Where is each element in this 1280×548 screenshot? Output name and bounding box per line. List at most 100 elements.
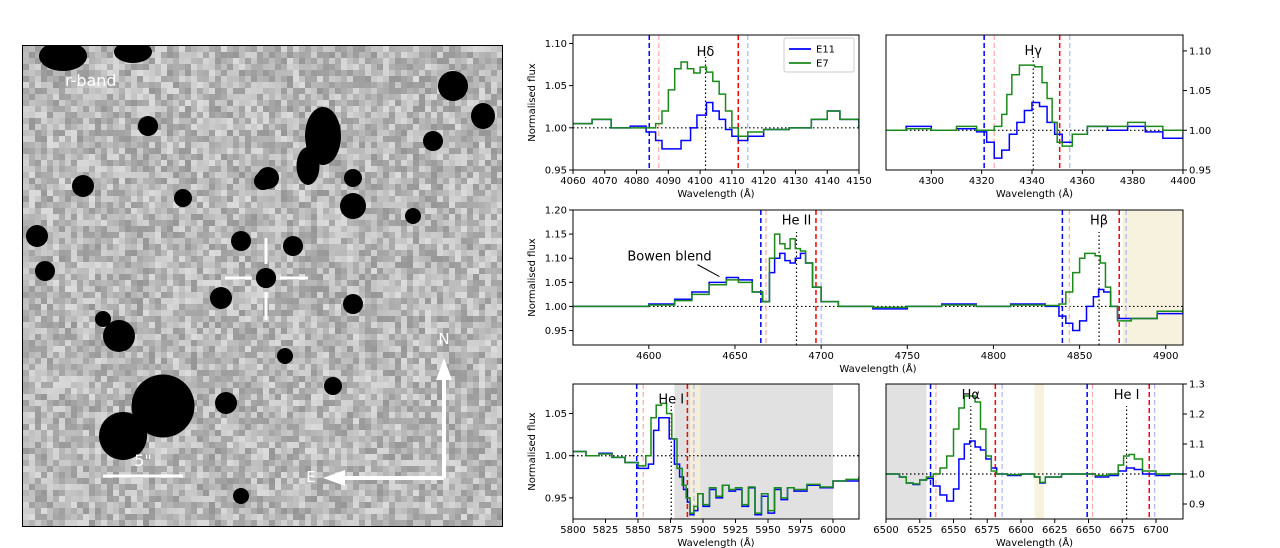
ytick-label-hei-5876-1.05: 1.05	[545, 409, 567, 420]
frame-hdelta	[572, 34, 860, 171]
ytick-label-hdelta-1.05: 1.05	[545, 81, 567, 92]
spectrum-E7-hgamma	[886, 64, 1183, 147]
ytick-label-heii-hbeta-1.00: 1.00	[545, 302, 567, 313]
xtick-label-heii-hbeta-4700: 4700	[808, 351, 833, 362]
plot-area-hdelta	[573, 35, 859, 170]
ytick-label-halpha-hei-6678-1.0: 1.0	[1189, 470, 1205, 481]
shade-region-1	[690, 384, 701, 519]
plot-area-halpha-hei-6678	[886, 384, 1183, 519]
line-label-heii-hbeta-1: Hβ	[1090, 213, 1108, 228]
ytick-label-hgamma-0.95: 0.95	[1189, 166, 1211, 177]
xtick-label-halpha-hei-6678-6525: 6525	[907, 525, 932, 536]
spectrum-E11-heii-hbeta	[573, 252, 1183, 332]
panel-halpha-hei-6678: 6500 6525 6550 6575 6600 6625 6650 6675 6700 Wave…	[873, 380, 1205, 548]
spectrum-E11-halpha-hei-6678	[886, 440, 1183, 502]
ytick-label-hdelta-1.10: 1.10	[545, 39, 567, 50]
xtick-label-halpha-hei-6678-6625: 6625	[1042, 525, 1067, 536]
ytick-label-heii-hbeta-1.20: 1.20	[545, 206, 567, 217]
xtick-label-heii-hbeta-4800: 4800	[981, 351, 1006, 362]
line-label-hgamma-0: Hγ	[1025, 44, 1043, 59]
star-22	[131, 374, 195, 438]
east-arrow-head	[323, 470, 345, 486]
line-label-hdelta-0: Hδ	[697, 45, 715, 60]
xtick-label-halpha-hei-6678-6700: 6700	[1143, 525, 1168, 536]
star-2	[438, 71, 468, 101]
xtick-label-halpha-hei-6678-6600: 6600	[1008, 525, 1033, 536]
shade-region-0	[886, 384, 927, 519]
star-6	[138, 116, 158, 136]
ytick-label-hei-5876-0.95: 0.95	[545, 493, 567, 504]
star-8	[423, 131, 443, 151]
star-10	[340, 193, 366, 219]
ytick-label-hgamma-1.10: 1.10	[1189, 46, 1211, 57]
xtick-label-hei-5876-5925: 5925	[723, 525, 748, 536]
spectrum-E7-heii-hbeta	[573, 233, 1183, 322]
ytick-label-heii-hbeta-1.10: 1.10	[545, 254, 567, 265]
frame-heii-hbeta	[572, 209, 1184, 346]
xtick-label-hdelta-4070: 4070	[592, 176, 617, 187]
star-29	[405, 208, 421, 224]
star-23	[99, 412, 147, 460]
line-label-halpha-hei-6678-1: He I	[1114, 388, 1140, 403]
spectrum-E11-hei-5876	[573, 417, 859, 516]
east-label: E	[306, 468, 315, 486]
ytick-label-hgamma-1.00: 1.00	[1189, 126, 1211, 137]
star-1	[114, 46, 152, 63]
xtick-label-halpha-hei-6678-6500: 6500	[873, 525, 898, 536]
scale-label: 5"	[134, 451, 152, 470]
xlabel-heii-hbeta: Wavelength (Å)	[839, 362, 916, 375]
shade-region-1	[1034, 384, 1044, 519]
ytick-label-heii-hbeta-1.05: 1.05	[545, 278, 567, 289]
star-14	[72, 175, 94, 197]
shade-region-0	[1122, 210, 1183, 345]
xtick-label-hei-5876-5825: 5825	[593, 525, 618, 536]
ytick-label-hdelta-1.00: 1.00	[545, 123, 567, 134]
ytick-label-hdelta-0.95: 0.95	[545, 166, 567, 177]
ylabel-hdelta: Normalised flux	[527, 63, 538, 141]
line-label-hei-5876-0: He I	[658, 392, 684, 407]
xtick-label-hei-5876-5800: 5800	[560, 525, 585, 536]
ytick-label-heii-hbeta-1.15: 1.15	[545, 230, 567, 241]
star-26	[233, 488, 249, 504]
line-label-halpha-hei-6678-0: Hα	[962, 388, 980, 403]
xtick-label-hdelta-4100: 4100	[687, 176, 712, 187]
legend-label-E11: E11	[816, 45, 835, 56]
spectrum-E11-hdelta	[573, 101, 859, 150]
star-3	[471, 103, 495, 129]
north-arrow-head	[436, 358, 452, 380]
xtick-label-heii-hbeta-4900: 4900	[1153, 351, 1178, 362]
north-label: N	[438, 330, 449, 348]
ytick-label-hei-5876-1.00: 1.00	[545, 451, 567, 462]
star-28	[95, 311, 111, 327]
shade-region-0	[674, 384, 833, 519]
plot-area-heii-hbeta	[573, 210, 1183, 345]
plot-area-hgamma	[886, 35, 1183, 170]
xtick-label-hdelta-4080: 4080	[624, 176, 649, 187]
star-20	[103, 320, 135, 352]
xtick-label-hgamma-4360: 4360	[1070, 176, 1095, 187]
xlabel-hdelta: Wavelength (Å)	[677, 187, 754, 200]
xlabel-halpha-hei-6678: Wavelength (Å)	[996, 536, 1073, 548]
xtick-label-hdelta-4110: 4110	[719, 176, 744, 187]
ytick-label-halpha-hei-6678-0.9: 0.9	[1189, 500, 1205, 511]
xtick-label-hgamma-4320: 4320	[969, 176, 994, 187]
xtick-label-heii-hbeta-4750: 4750	[895, 351, 920, 362]
spectrum-E7-hdelta	[573, 61, 859, 137]
annotation-bowen-blend: Bowen blend	[627, 250, 711, 265]
annotation-arrow	[697, 264, 720, 277]
legend-label-E7: E7	[816, 59, 829, 70]
xtick-label-hei-5876-5875: 5875	[658, 525, 683, 536]
star-25	[324, 377, 342, 395]
ytick-label-halpha-hei-6678-1.1: 1.1	[1189, 440, 1205, 451]
spectrum-E7-hei-5876	[573, 402, 859, 514]
xtick-label-hdelta-4120: 4120	[751, 176, 776, 187]
star-9	[254, 172, 272, 190]
panel-hdelta: 4060 4070 4080 4090 4100 4110 4120 4130 4140 4150…	[527, 34, 872, 200]
xtick-label-hei-5876-6000: 6000	[820, 525, 845, 536]
ylabel-hei-5876: Normalised flux	[527, 412, 538, 490]
xtick-label-hdelta-4090: 4090	[656, 176, 681, 187]
plot-area-hei-5876	[573, 384, 859, 519]
xtick-label-halpha-hei-6678-6575: 6575	[975, 525, 1000, 536]
